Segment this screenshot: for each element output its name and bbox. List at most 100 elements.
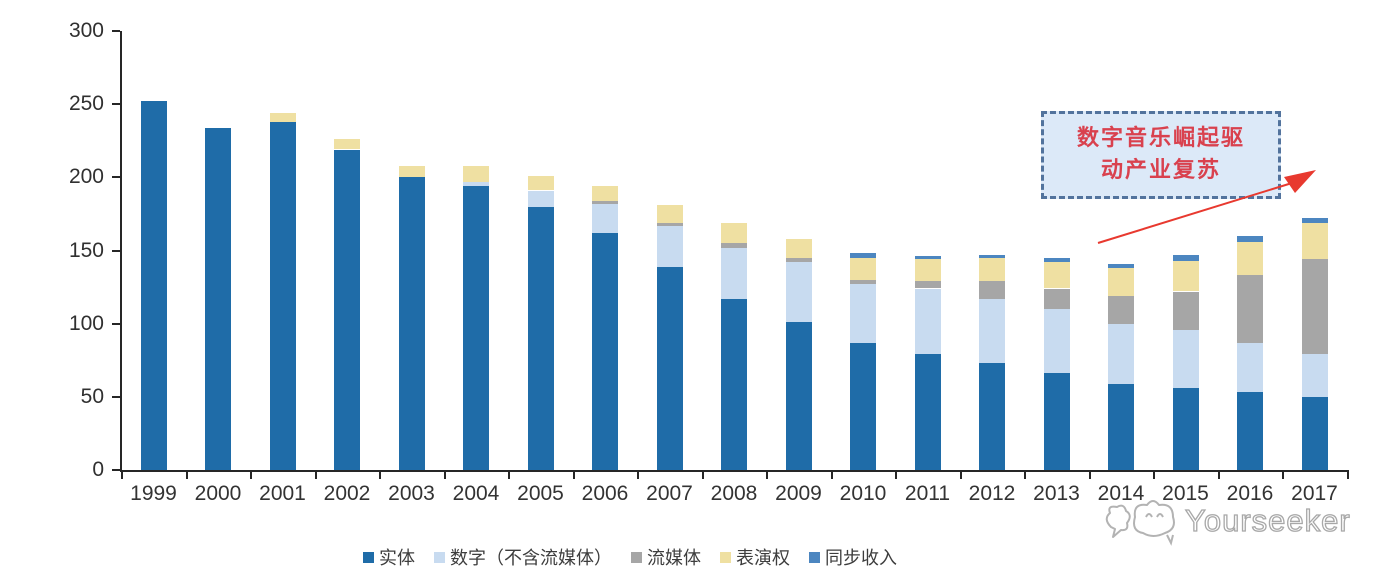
- x-tick-mark: [895, 472, 897, 479]
- bar-segment-2013: [1043, 257, 1070, 263]
- bar-segment-2015: [1172, 329, 1199, 388]
- bar-segment-2012: [979, 257, 1005, 282]
- x-axis-label-2001: 2001: [259, 482, 306, 505]
- bar-segment-2013: [1043, 288, 1070, 309]
- y-tick-mark: [112, 176, 120, 179]
- annotation-callout: 数字音乐崛起驱 动产业复苏: [1041, 111, 1281, 199]
- x-axis-label-2006: 2006: [581, 482, 629, 505]
- bar-segment-2007: [656, 225, 683, 267]
- bar-segment-2008: [721, 247, 747, 299]
- annotation-line-1: 数字音乐崛起驱: [1076, 125, 1245, 152]
- legend-item: 数字（不含流媒体）: [434, 544, 612, 570]
- bar-segment-2010: [850, 253, 876, 258]
- legend-label: 同步收入: [825, 548, 897, 568]
- x-axis-label-2003: 2003: [388, 482, 435, 505]
- bar-segment-2004: [463, 165, 489, 182]
- legend-swatch-icon: [631, 551, 642, 563]
- bar-segment-2011: [914, 256, 941, 260]
- bar-segment-2014: [1108, 323, 1134, 384]
- bar-segment-2001: [269, 112, 296, 122]
- legend-swatch-icon: [720, 551, 731, 563]
- legend-item: 同步收入: [809, 544, 897, 570]
- y-tick-label: 50: [80, 384, 104, 408]
- x-tick-mark: [1282, 472, 1284, 479]
- legend: 实体 数字（不含流媒体） 流媒体 表演权 同步收入: [363, 544, 897, 570]
- bar-segment-2014: [1108, 295, 1134, 324]
- x-axis-label-2000: 2000: [194, 482, 242, 505]
- y-axis-line: [120, 31, 122, 472]
- bar-segment-2013: [1043, 262, 1070, 289]
- bar-segment-2012: [979, 254, 1005, 258]
- x-axis-label-2017: 2017: [1291, 482, 1338, 505]
- bar-segment-2013: [1043, 373, 1070, 470]
- x-axis-label-2008: 2008: [710, 482, 758, 505]
- bar-segment-2011: [914, 281, 941, 289]
- bar-segment-2006: [592, 200, 618, 204]
- legend-swatch-icon: [434, 551, 445, 563]
- bar-segment-2014: [1108, 383, 1134, 470]
- legend-label: 数字（不含流媒体）: [450, 548, 612, 568]
- y-tick-mark: [112, 322, 120, 325]
- bar-segment-2011: [914, 288, 941, 355]
- y-tick-label: 200: [68, 165, 104, 189]
- y-tick-mark: [112, 30, 120, 32]
- bar-segment-2016: [1237, 342, 1263, 393]
- bar-segment-2014: [1108, 263, 1134, 269]
- bar-segment-2000: [205, 127, 231, 470]
- bar-segment-2002: [334, 139, 360, 150]
- x-tick-mark: [572, 472, 575, 479]
- bar-segment-2015: [1172, 260, 1199, 292]
- bar-segment-2008: [721, 243, 747, 248]
- x-axis-label-2016: 2016: [1226, 482, 1274, 505]
- bar-segment-2015: [1172, 291, 1199, 330]
- x-axis-label-2010: 2010: [839, 482, 887, 505]
- y-tick-label: 250: [68, 92, 104, 116]
- bar-segment-2006: [592, 232, 618, 470]
- x-tick-mark: [766, 472, 768, 479]
- bar-segment-2010: [850, 342, 876, 470]
- y-tick-mark: [112, 469, 120, 471]
- bar-segment-1999: [140, 101, 167, 470]
- bar-segment-2005: [527, 206, 554, 470]
- x-axis-label-2014: 2014: [1097, 482, 1145, 505]
- bar-segment-2008: [721, 222, 747, 244]
- x-tick-mark: [250, 472, 252, 479]
- legend-item: 流媒体: [631, 544, 701, 570]
- legend-item: 实体: [363, 544, 415, 570]
- x-axis-label-2004: 2004: [452, 482, 500, 505]
- bar-segment-2011: [914, 354, 941, 470]
- bar-segment-2009: [785, 262, 812, 323]
- x-axis-line: [120, 470, 1349, 472]
- bar-segment-2017: [1301, 259, 1328, 355]
- bar-segment-2002: [334, 149, 360, 470]
- x-tick-mark: [1217, 472, 1220, 479]
- y-tick-mark: [112, 395, 120, 398]
- legend-label: 实体: [379, 548, 415, 568]
- x-tick-mark: [1088, 472, 1091, 479]
- x-tick-mark: [121, 472, 123, 479]
- x-axis-label-2015: 2015: [1162, 482, 1209, 505]
- bar-segment-2016: [1237, 275, 1263, 343]
- x-tick-mark: [379, 472, 381, 479]
- bar-segment-2003: [398, 165, 425, 178]
- watermark-text: Yourseeker: [1184, 502, 1351, 538]
- bar-segment-2007: [656, 205, 683, 223]
- watermark: Yourseeker: [1097, 489, 1351, 551]
- bar-segment-2017: [1301, 354, 1328, 397]
- x-tick-mark: [701, 472, 704, 479]
- x-axis-label-2007: 2007: [646, 482, 693, 505]
- x-tick-mark: [443, 472, 446, 479]
- bar-segment-2004: [463, 186, 489, 470]
- bar-segment-2014: [1108, 268, 1134, 296]
- y-tick-label: 300: [68, 19, 104, 42]
- x-tick-mark: [1024, 472, 1026, 479]
- x-axis-label-2002: 2002: [323, 482, 371, 505]
- bar-segment-2006: [592, 186, 618, 201]
- x-tick-mark: [508, 472, 510, 479]
- bar-segment-2013: [1043, 309, 1070, 374]
- bar-segment-2015: [1172, 388, 1199, 470]
- bar-segment-2004: [463, 181, 489, 187]
- bar-segment-2016: [1237, 392, 1263, 470]
- legend-label: 流媒体: [647, 548, 701, 568]
- bar-segment-2006: [592, 203, 618, 233]
